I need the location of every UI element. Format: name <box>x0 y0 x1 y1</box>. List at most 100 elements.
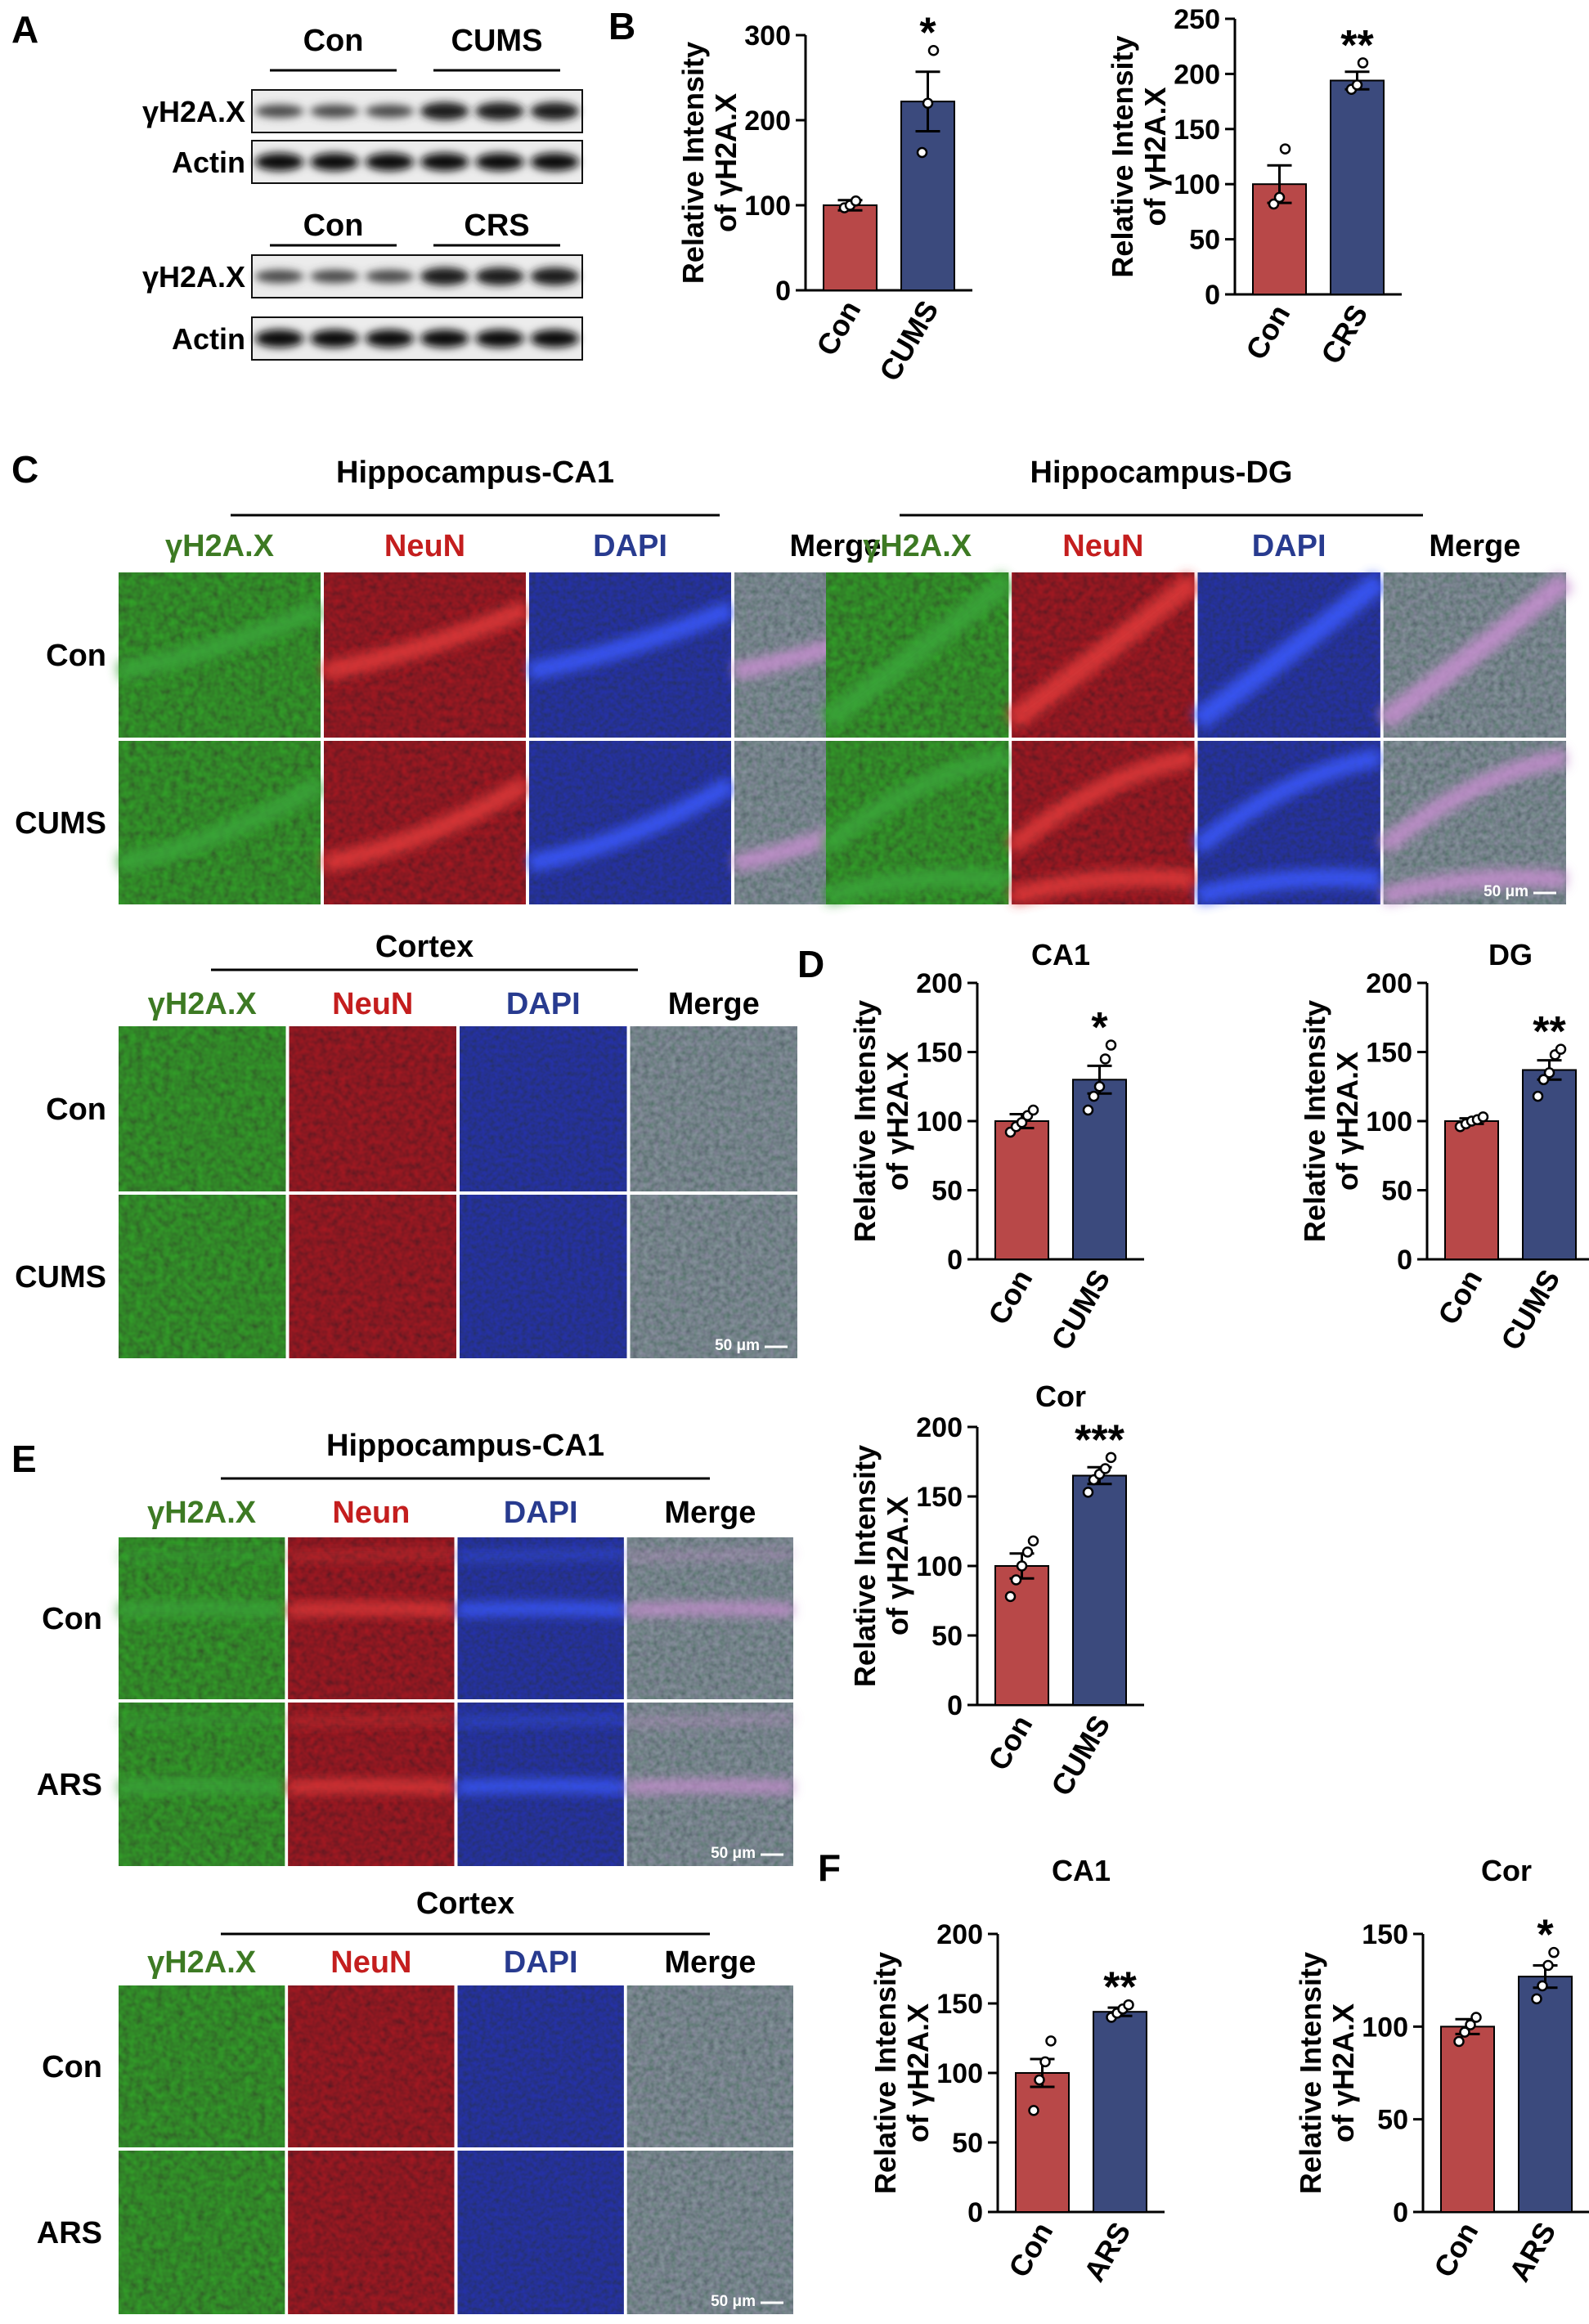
region-title: Hippocampus-DG <box>1030 455 1293 490</box>
data-point <box>1537 1074 1550 1086</box>
blot-group-label: CUMS <box>451 24 543 58</box>
data-point <box>1028 2105 1039 2116</box>
region-title: Cortex <box>375 930 474 964</box>
y-tick-label: 200 <box>936 1919 983 1950</box>
panel-letter-b: B <box>608 5 635 47</box>
blot-group-label: CRS <box>464 209 529 243</box>
y-tick-label: 150 <box>936 1989 983 2020</box>
y-tick-label: 200 <box>916 968 963 999</box>
blot-bands <box>255 153 579 171</box>
bar-ars <box>1093 2011 1147 2213</box>
blot-band <box>255 330 304 348</box>
data-point <box>1034 2074 1045 2086</box>
row-label: Con <box>42 2050 102 2084</box>
micrograph: 50 μm <box>1377 741 1568 905</box>
tissue-band <box>626 1548 794 1617</box>
blot-bands <box>255 267 579 285</box>
micrograph <box>626 1985 793 2147</box>
significance-marker: ** <box>1340 22 1374 70</box>
channel-label: Merge <box>790 529 882 563</box>
category-label: Con <box>1427 2217 1484 2283</box>
micrograph <box>287 1537 455 1699</box>
blot-row-label: γH2A.X <box>142 260 245 294</box>
micrograph: 50 μm <box>626 2151 793 2314</box>
micrograph: 50 μm <box>630 1195 797 1358</box>
blot-band <box>420 102 469 120</box>
blot-band <box>255 153 304 171</box>
channel-label: DAPI <box>504 1496 578 1530</box>
data-point <box>1548 1946 1560 1958</box>
micrograph <box>289 1026 456 1191</box>
channel-label: DAPI <box>593 529 667 563</box>
channel-label: γH2A.X <box>165 529 275 563</box>
data-point <box>922 97 934 109</box>
y-axis-title: Relative Intensity <box>869 1952 902 2194</box>
micrograph <box>118 1537 285 1699</box>
micrograph: 50 μm <box>626 1703 794 1866</box>
data-point <box>1537 1980 1548 1992</box>
scale-bar-label: 50 μm <box>711 2293 756 2310</box>
blot-band <box>530 102 579 120</box>
channel-label: Merge <box>668 987 760 1021</box>
bar-con <box>1440 2026 1495 2213</box>
y-tick-label: 150 <box>1362 1919 1408 1950</box>
blot-band <box>255 105 304 118</box>
data-point <box>1105 1039 1117 1051</box>
significance-marker: *** <box>1075 1416 1124 1464</box>
chart-title: CA1 <box>1031 938 1090 971</box>
bar-cums <box>1522 1069 1577 1260</box>
y-tick-label: 100 <box>916 1106 963 1137</box>
chart-title: Cor <box>1035 1380 1086 1413</box>
micrograph <box>119 1026 286 1191</box>
image-grid-c-ca1: Hippocampus-CA1 γH2A.X NeuN DAPI Merge Con CUM… <box>15 455 941 904</box>
y-tick-label: 150 <box>916 1038 963 1069</box>
tissue-band <box>287 1548 455 1617</box>
region-title: Hippocampus-CA1 <box>336 455 614 490</box>
bar-crs <box>1330 79 1385 295</box>
data-point <box>1010 1574 1022 1586</box>
western-blot-2: Con CRS γH2A.X Actin <box>142 209 583 361</box>
significance-marker: * <box>919 10 936 57</box>
blot-band <box>310 330 359 348</box>
image-grid-e-cortex: Cortex γH2A.X NeuN DAPI Merge Con ARS 50 μm <box>37 1887 793 2314</box>
channel-label: γH2A.X <box>863 529 972 563</box>
y-tick-label: 150 <box>1366 1038 1412 1069</box>
data-point <box>916 146 928 159</box>
data-point <box>1357 57 1369 69</box>
image-grid-c-dg: Hippocampus-DG γH2A.X NeuN DAPI Merge 50 μm <box>819 455 1573 905</box>
micrograph <box>119 2151 285 2314</box>
channel-label: NeuN <box>384 529 465 563</box>
data-point <box>1021 1546 1034 1558</box>
data-point <box>1532 1090 1544 1102</box>
category-label: Con <box>981 1710 1039 1776</box>
micrograph <box>288 2151 455 2314</box>
significance-marker: ** <box>1533 1008 1566 1056</box>
region-title: Hippocampus-CA1 <box>326 1429 604 1463</box>
micrograph <box>287 1703 455 1866</box>
blot-strip <box>251 89 583 133</box>
category-label: ARS <box>1502 2217 1563 2287</box>
blot-band <box>530 153 579 171</box>
y-tick-label: 300 <box>744 20 791 52</box>
significance-marker: * <box>1091 1004 1108 1052</box>
data-point <box>1542 1959 1554 1972</box>
y-tick-label: 50 <box>952 2128 983 2159</box>
y-tick-label: 200 <box>744 105 791 137</box>
data-point <box>1123 1999 1134 2011</box>
tissue-band <box>820 748 1011 905</box>
data-point <box>850 195 862 207</box>
blot-bands <box>255 102 579 120</box>
tissue-band <box>1377 572 1573 730</box>
micrograph <box>116 741 325 904</box>
blot-band <box>475 153 524 171</box>
micrograph <box>457 1537 625 1699</box>
bar-chart-d2: DG 0 50 100 150 200 Relative Intensity of γH2A.… <box>1298 938 1589 1356</box>
data-point <box>1088 1090 1100 1102</box>
y-tick-label: 50 <box>1377 2105 1408 2136</box>
panel-letter-e: E <box>11 1438 37 1480</box>
y-tick-label: 0 <box>775 276 791 307</box>
micrograph <box>820 741 1011 905</box>
tissue-band <box>457 1548 625 1617</box>
blot-row-label: Actin <box>172 146 245 179</box>
micrograph <box>457 2151 624 2314</box>
